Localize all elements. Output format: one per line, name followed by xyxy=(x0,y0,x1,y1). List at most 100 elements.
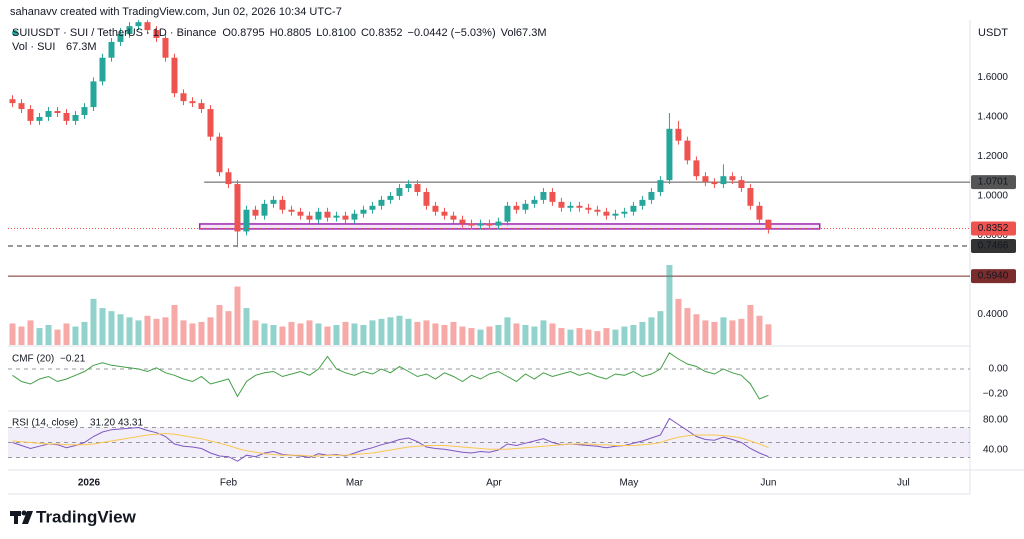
x-tick-label: Mar xyxy=(346,478,364,489)
candle-body xyxy=(36,116,43,121)
volume-bar xyxy=(63,323,70,345)
candle-body xyxy=(585,207,592,210)
cmf-legend: CMF (20) xyxy=(12,354,54,365)
candle-body xyxy=(315,211,322,220)
volume-bar xyxy=(693,314,700,345)
candle-body xyxy=(378,199,385,206)
candle-body xyxy=(216,136,223,173)
logo-mark xyxy=(14,511,18,524)
candle-body xyxy=(486,223,493,226)
volume-bar xyxy=(18,326,25,345)
candle-body xyxy=(693,160,700,177)
volume-bar xyxy=(54,329,61,345)
candle-body xyxy=(333,215,340,218)
volume-bar xyxy=(738,318,745,345)
volume-bar xyxy=(549,323,556,345)
candle-body xyxy=(243,209,250,232)
candle-body xyxy=(396,188,403,196)
ohlc-legend: C0.8352 xyxy=(361,27,403,39)
y-tick-label: 0.4000 xyxy=(977,309,1008,320)
candle-body xyxy=(234,184,241,232)
volume-bar xyxy=(225,311,232,345)
volume-bar xyxy=(765,324,772,345)
candle-body xyxy=(747,188,754,206)
volume-bar xyxy=(567,329,574,345)
rsi-legend: RSI (14, close) xyxy=(12,418,78,429)
volume-bar xyxy=(162,317,169,345)
volume-bar xyxy=(414,321,421,345)
volume-bar xyxy=(198,321,205,345)
volume-bar xyxy=(126,317,133,345)
candle-body xyxy=(450,215,457,220)
candle-body xyxy=(324,211,331,218)
volume-bar xyxy=(657,311,664,345)
volume-bar xyxy=(234,286,241,345)
candle-body xyxy=(342,215,349,220)
candle-body xyxy=(648,191,655,200)
candle-body xyxy=(288,209,295,212)
level-label: 0.7466 xyxy=(978,241,1009,252)
rsi-tick-label: 80.00 xyxy=(983,415,1008,426)
x-tick-label: May xyxy=(619,478,638,489)
logo-mark xyxy=(22,511,33,524)
volume-bar xyxy=(423,320,430,345)
volume-bar xyxy=(711,321,718,345)
candle-body xyxy=(666,128,673,181)
volume-bar xyxy=(27,320,34,345)
candle-body xyxy=(54,111,61,113)
volume-bar xyxy=(432,323,439,345)
x-tick-label: Feb xyxy=(220,478,238,489)
volume-bar xyxy=(306,320,313,345)
rsi-value: 31.20 xyxy=(90,418,115,429)
candle-body xyxy=(414,184,421,192)
volume-bar xyxy=(216,305,223,345)
candle-body xyxy=(675,128,682,141)
candle-body xyxy=(117,34,124,42)
volume-bar xyxy=(297,323,304,345)
candle-body xyxy=(297,211,304,216)
candle-body xyxy=(27,109,34,121)
volume-bar xyxy=(702,320,709,345)
volume-bar xyxy=(729,320,736,345)
candle-body xyxy=(405,184,412,189)
volume-bar xyxy=(513,323,520,345)
x-tick-label: Jul xyxy=(897,478,910,489)
volume-bar xyxy=(630,325,637,345)
volume-bar xyxy=(522,325,529,345)
candle-body xyxy=(153,30,160,38)
candle-body xyxy=(135,22,142,27)
candle-body xyxy=(180,93,187,102)
cmf-tick-label: −0.20 xyxy=(983,389,1009,400)
cmf-line xyxy=(12,352,769,400)
volume-bar xyxy=(441,325,448,345)
rsi-ma-value: 43.31 xyxy=(118,418,143,429)
candle-body xyxy=(441,211,448,216)
candle-body xyxy=(369,205,376,210)
volume-bar xyxy=(585,329,592,345)
x-tick-label: Jun xyxy=(760,478,776,489)
candle-body xyxy=(171,57,178,94)
candle-body xyxy=(720,176,727,185)
volume-bar xyxy=(486,326,493,345)
volume-bar xyxy=(459,326,466,345)
level-label-bg xyxy=(971,269,1016,284)
volume-value: 67.3M xyxy=(66,41,97,53)
candle-body xyxy=(567,205,574,208)
candle-body xyxy=(558,201,565,208)
volume-bar xyxy=(603,328,610,345)
status-dot xyxy=(12,30,18,36)
volume-bar xyxy=(504,317,511,345)
candle-body xyxy=(351,213,358,220)
candle-body xyxy=(639,199,646,206)
candle-body xyxy=(360,209,367,214)
volume-bar xyxy=(387,317,394,345)
candle-body xyxy=(756,205,763,220)
volume-bar xyxy=(576,328,583,345)
header: sahanavv created with TradingView.com, J… xyxy=(10,6,342,18)
last-price-label: 0.8352 xyxy=(978,223,1009,234)
x-tick-label: 2026 xyxy=(78,478,101,489)
ohlc-legend: L0.8100 xyxy=(316,27,356,39)
volume-bar xyxy=(45,325,52,345)
volume-bar xyxy=(81,321,88,345)
candle-body xyxy=(513,205,520,210)
